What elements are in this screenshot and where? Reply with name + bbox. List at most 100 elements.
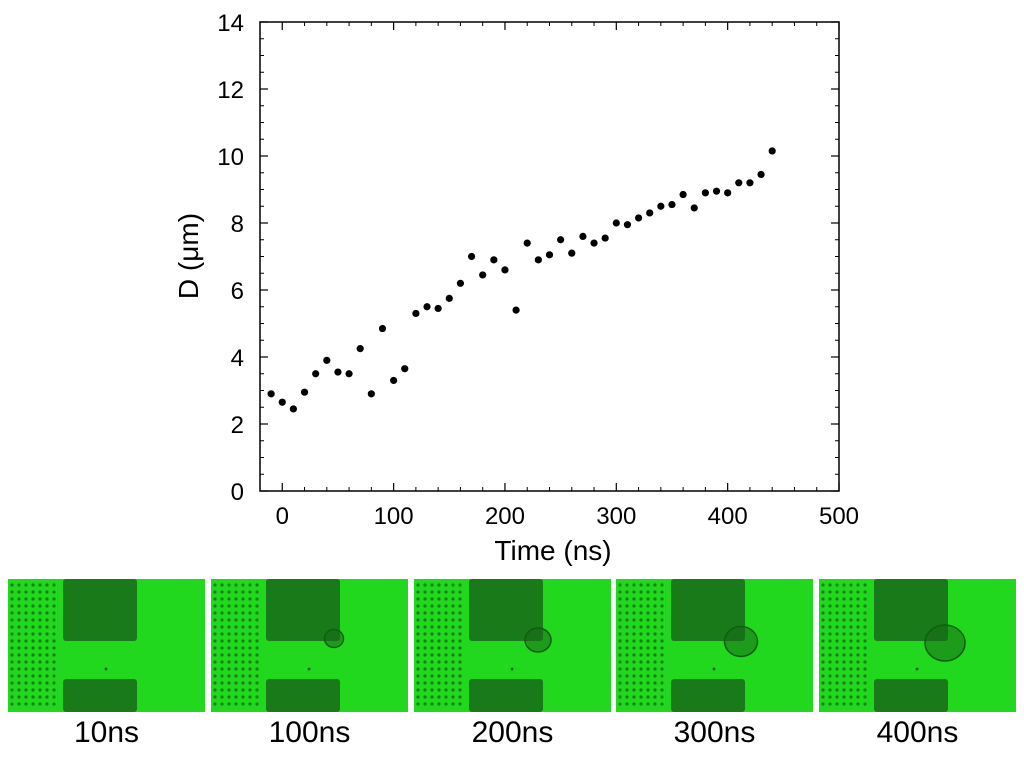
frame-panel: 10ns (8, 579, 205, 764)
grid-dot (437, 653, 441, 657)
grid-dot (646, 660, 650, 664)
grid-dot (451, 583, 455, 587)
grid-dot (227, 611, 231, 615)
grid-dot (660, 611, 664, 615)
marker-dot (915, 667, 919, 671)
grid-dot (639, 618, 643, 622)
microscope-frame-image (8, 579, 205, 712)
grid-dot (618, 681, 622, 685)
grid-dot (821, 688, 825, 692)
grid-dot (842, 611, 846, 615)
bottom-electrode (874, 679, 948, 712)
data-point (712, 187, 721, 195)
grid-dot (24, 702, 28, 706)
grid-dot (646, 688, 650, 692)
grid-dot (10, 667, 14, 671)
grid-dot (451, 625, 455, 629)
grid-dot (849, 625, 853, 629)
grid-dot (625, 618, 629, 622)
grid-dot (632, 653, 636, 657)
grid-dot (842, 695, 846, 699)
grid-dot (863, 688, 867, 692)
grid-dot (248, 597, 252, 601)
grid-dot (423, 702, 427, 706)
grid-dot (213, 618, 217, 622)
grid-dot (213, 646, 217, 650)
grid-dot (52, 695, 56, 699)
grid-dot (17, 604, 21, 608)
data-point (746, 179, 754, 187)
grid-dot (52, 604, 56, 608)
grid-dot (618, 625, 622, 629)
grid-dot (653, 695, 657, 699)
grid-dot (38, 604, 42, 608)
bubble (323, 628, 345, 649)
grid-dot (828, 618, 832, 622)
grid-dot (220, 611, 224, 615)
grid-dot (227, 667, 231, 671)
grid-dot (255, 653, 259, 657)
grid-dot (38, 597, 42, 601)
grid-dot (234, 667, 238, 671)
top-electrode (874, 579, 948, 641)
grid-dot (863, 611, 867, 615)
data-point (623, 221, 632, 229)
grid-dot (423, 681, 427, 685)
grid-dot (444, 632, 448, 636)
grid-dot (423, 639, 427, 643)
grid-dot (234, 702, 238, 706)
grid-dot (24, 688, 28, 692)
grid-dot (849, 667, 853, 671)
data-point (579, 232, 587, 240)
grid-dot (842, 646, 846, 650)
grid-dot (31, 702, 35, 706)
grid-dot (423, 667, 427, 671)
grid-dot (828, 688, 832, 692)
grid-dot (849, 660, 853, 664)
grid-dot (255, 674, 259, 678)
grid-dot (625, 695, 629, 699)
grid-dot (213, 660, 217, 664)
grid-dot (856, 667, 860, 671)
grid-dot (618, 646, 622, 650)
grid-dot (646, 604, 650, 608)
grid-dot (241, 674, 245, 678)
data-point (534, 256, 542, 264)
grid-dot (863, 674, 867, 678)
grid-dot (653, 618, 657, 622)
grid-dot (821, 653, 825, 657)
grid-dot (52, 597, 56, 601)
grid-dot (220, 597, 224, 601)
grid-dot (828, 604, 832, 608)
grid-dot (849, 681, 853, 685)
grid-dot (828, 611, 832, 615)
grid-dot (430, 583, 434, 587)
grid-dot (10, 639, 14, 643)
grid-dot (646, 653, 650, 657)
grid-dot (660, 639, 664, 643)
grid-dot (835, 667, 839, 671)
grid-dot (856, 597, 860, 601)
grid-dot (220, 632, 224, 636)
grid-dot (437, 604, 441, 608)
grid-dot (45, 590, 49, 594)
grid-dot (646, 695, 650, 699)
grid-dot (227, 653, 231, 657)
grid-dot (451, 646, 455, 650)
grid-dot (227, 702, 231, 706)
grid-dot (416, 639, 420, 643)
grid-dot (416, 653, 420, 657)
grid-dot (444, 604, 448, 608)
grid-dot (24, 611, 28, 615)
grid-dot (17, 667, 21, 671)
y-tick-label: 6 (231, 278, 244, 305)
grid-dot (234, 625, 238, 629)
grid-dot (423, 597, 427, 601)
grid-dot (38, 674, 42, 678)
grid-dot (241, 639, 245, 643)
grid-dot (45, 681, 49, 685)
grid-dot (660, 660, 664, 664)
grid-dot (444, 653, 448, 657)
grid-dot (437, 667, 441, 671)
grid-dot (416, 681, 420, 685)
